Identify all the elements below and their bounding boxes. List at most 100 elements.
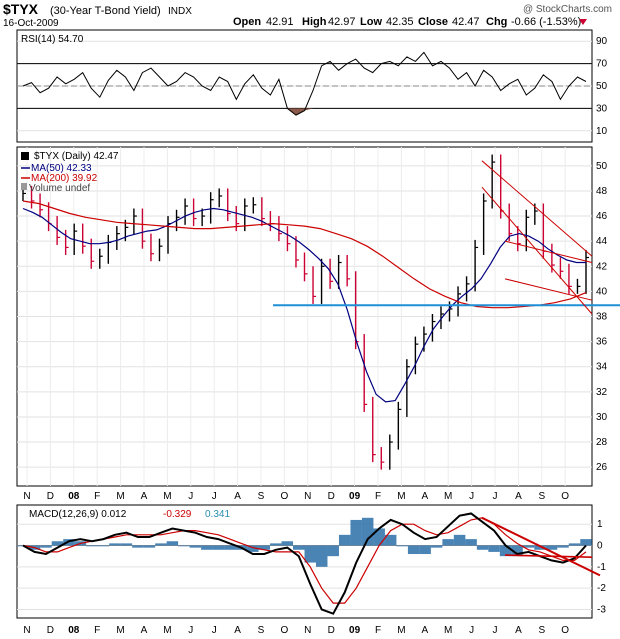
- x-tick-label: F: [375, 625, 381, 636]
- open-value: 42.91: [266, 16, 294, 28]
- macd-hist-bar: [545, 545, 558, 550]
- rsi-tick-label: 90: [596, 36, 608, 47]
- x-tick-label: J: [493, 625, 498, 636]
- macd-hist-bar: [155, 543, 167, 546]
- legend-price-swatch: [21, 152, 29, 160]
- chart-date: 16-Oct-2009: [3, 18, 59, 29]
- macd-hist-bar: [396, 545, 408, 547]
- macd-axis: -3 -2 -1 0 1: [597, 519, 606, 615]
- close-value: 42.47: [452, 16, 480, 28]
- macd-hist-bar: [419, 545, 431, 555]
- macd-hist-bar: [373, 528, 385, 546]
- macd-tick-label: -3: [597, 604, 606, 615]
- x-tick-label: O: [561, 625, 569, 636]
- legend-macd-hist: 0.341: [205, 509, 230, 520]
- macd-hist-bar: [580, 539, 592, 546]
- legend-ma200: MA(200) 39.92: [31, 173, 98, 184]
- x-tick-label: J: [212, 491, 217, 502]
- price-tick-label: 26: [596, 462, 608, 473]
- macd-hist-bar: [201, 545, 213, 550]
- rsi-plot: [22, 51, 587, 116]
- price-tick-label: 32: [596, 387, 608, 398]
- macd-hist-bar: [557, 545, 569, 548]
- macd-hist-bar: [430, 545, 443, 548]
- macd-tick-label: -1: [597, 562, 606, 573]
- x-tick-label: J: [188, 625, 193, 636]
- x-tick-label: 09: [349, 491, 361, 502]
- channel-lower-line: [481, 186, 593, 315]
- price-tick-label: 50: [596, 161, 608, 172]
- x-tick-label: J: [188, 491, 193, 502]
- x-tick-label: M: [397, 625, 405, 636]
- rsi-line: [22, 51, 587, 116]
- ticker-name: (30-Year T-Bond Yield): [50, 5, 161, 17]
- macd-hist-bar: [143, 545, 156, 548]
- x-tick-label: 08: [68, 625, 80, 636]
- price-tick-label: 46: [596, 211, 608, 222]
- price-tick-label: 42: [596, 261, 608, 272]
- x-tick-label: M: [163, 491, 171, 502]
- x-tick-label: A: [421, 491, 428, 502]
- macd-hist-bar: [315, 545, 328, 567]
- x-tick-label: D: [328, 625, 335, 636]
- watermark: @ StockCharts.com: [523, 4, 612, 15]
- macd-hist-bar: [465, 539, 477, 546]
- price-panel: 26 28 30 32 34 36 38 40 42 44 46 48 50 $TYX (Daily) …: [16, 146, 620, 487]
- macd-plot: [17, 512, 601, 615]
- macd-hist-bar: [442, 539, 454, 546]
- x-tick-label: J: [469, 625, 474, 636]
- macd-hist-bar: [212, 545, 225, 550]
- rsi-tick-label: 70: [596, 59, 608, 70]
- macd-hist-bar: [109, 543, 121, 546]
- x-tick-label: J: [212, 625, 217, 636]
- macd-hist-bar: [338, 534, 351, 546]
- x-tick-label: S: [258, 491, 265, 502]
- macd-base-line: [504, 554, 593, 559]
- wedge-upper-line: [504, 240, 593, 263]
- macd-hist-bar: [270, 543, 282, 546]
- ticker-exchange: INDX: [168, 6, 192, 17]
- macd-hist-bar: [534, 545, 546, 550]
- rsi-tick-label: 30: [596, 103, 608, 114]
- macd-hist-bar: [178, 545, 190, 547]
- x-tick-label: M: [163, 625, 171, 636]
- price-plot: [22, 154, 620, 470]
- macd-hist-bar: [258, 545, 271, 550]
- price-grid: [17, 147, 592, 486]
- x-tick-label: S: [538, 491, 545, 502]
- macd-hist-bar: [350, 519, 362, 546]
- rsi-tick-label: 10: [596, 126, 608, 137]
- macd-hist-bar: [166, 541, 179, 546]
- macd-hist-bar: [281, 541, 294, 546]
- x-tick-label: A: [141, 625, 148, 636]
- rsi-legend: RSI(14) 54.70: [21, 34, 84, 45]
- x-tick-label: M: [444, 491, 452, 502]
- x-tick-label: N: [23, 625, 30, 636]
- macd-hist-bar: [120, 543, 133, 546]
- macd-hist-bar: [304, 545, 316, 563]
- chg-label: Chg: [486, 16, 507, 28]
- low-label: Low: [360, 16, 382, 28]
- x-tick-label: D: [47, 625, 54, 636]
- price-tick-label: 34: [596, 362, 608, 373]
- x-tick-label: S: [538, 625, 545, 636]
- wedge-lower-line: [504, 278, 593, 301]
- macd-hist-bar: [189, 545, 202, 548]
- x-tick-label: O: [281, 625, 289, 636]
- macd-hist-bar: [293, 545, 305, 550]
- macd-hist-bar: [51, 541, 64, 546]
- macd-hist-bar: [384, 534, 397, 546]
- chg-value: -0.66 (-1.53%): [511, 16, 581, 28]
- macd-tick-label: 1: [597, 519, 603, 530]
- x-tick-label: M: [444, 625, 452, 636]
- high-label: High: [302, 16, 327, 28]
- x-tick-label: O: [561, 491, 569, 502]
- macd-xaxis: N D 08 F M A M J J A S O N D 09 F M A M J J A S O: [23, 625, 569, 636]
- macd-hist-bar: [476, 545, 489, 550]
- price-tick-label: 44: [596, 236, 608, 247]
- macd-hist-bar: [247, 545, 259, 552]
- legend-volume-swatch: [21, 183, 27, 190]
- macd-tick-label: -2: [597, 583, 606, 594]
- x-tick-label: M: [116, 491, 124, 502]
- x-tick-label: A: [421, 625, 428, 636]
